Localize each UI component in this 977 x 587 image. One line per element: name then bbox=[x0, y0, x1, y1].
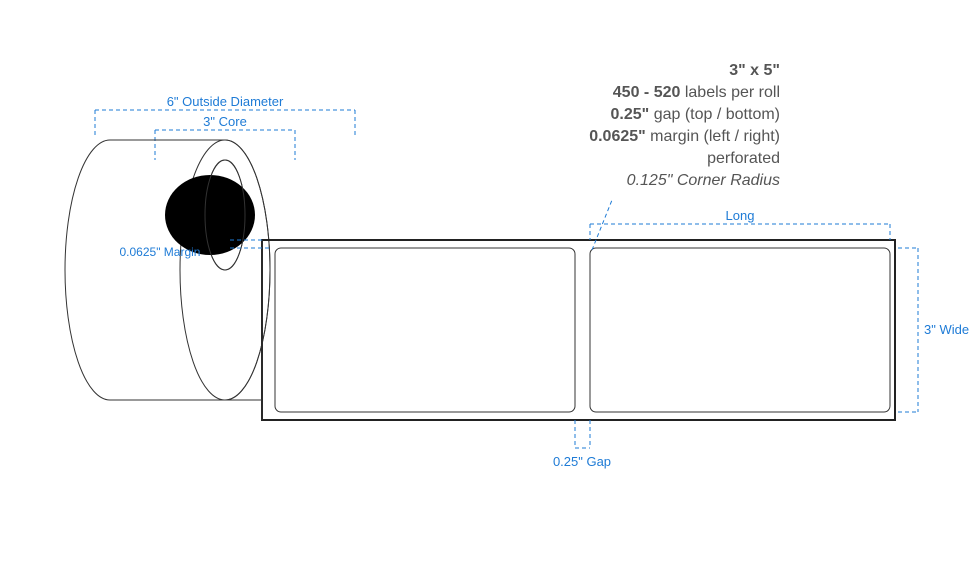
dim-long: Long bbox=[590, 208, 890, 240]
labels bbox=[275, 248, 890, 412]
dim-margin-label: 0.0625" Margin bbox=[120, 245, 201, 259]
label-2 bbox=[590, 248, 890, 412]
spec-qty: 450 - 520 labels per roll bbox=[613, 84, 780, 101]
spec-corner-radius: 0.125" Corner Radius bbox=[627, 172, 780, 189]
dim-gap-label: 0.25" Gap bbox=[553, 454, 611, 469]
dim-outside-diameter-label: 6" Outside Diameter bbox=[167, 94, 284, 109]
strip-backing bbox=[262, 240, 895, 420]
roll-core-fill bbox=[165, 175, 255, 255]
roll-body bbox=[65, 140, 270, 400]
spec-size: 3" x 5" bbox=[729, 62, 780, 79]
dim-corner-radius-leader bbox=[592, 200, 612, 250]
dim-wide-label: 3" Wide bbox=[924, 322, 969, 337]
label-1 bbox=[275, 248, 575, 412]
label-strip bbox=[110, 240, 895, 420]
spec-margin: 0.0625" margin (left / right) bbox=[589, 128, 780, 145]
dim-core: 3" Core bbox=[155, 114, 295, 160]
dim-long-label: Long bbox=[726, 208, 755, 223]
dim-core-label: 3" Core bbox=[203, 114, 247, 129]
dim-gap: 0.25" Gap bbox=[553, 420, 611, 469]
spec-block: 3" x 5" 450 - 520 labels per roll 0.25" … bbox=[589, 62, 780, 189]
spec-gap: 0.25" gap (top / bottom) bbox=[611, 106, 780, 123]
spec-perforated: perforated bbox=[707, 150, 780, 167]
dim-wide: 3" Wide bbox=[898, 248, 969, 412]
